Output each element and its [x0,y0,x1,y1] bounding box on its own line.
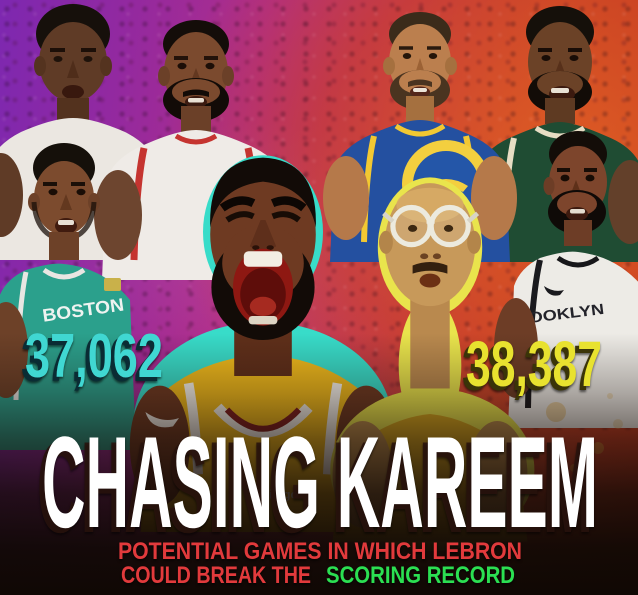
subtitle-line2-red: COULD BREAK THE [121,562,311,589]
lebron-points-shadow: 37,062 [21,326,159,395]
poster-title: CHASING KAREEM [42,409,598,555]
subtitle-line1: POTENTIAL GAMES IN WHICH LEBRON [118,538,522,565]
poster-title-shadow: CHASING KAREEM [37,414,593,560]
kareem-points-value: 38,387 [466,328,602,400]
subtitle-line2-green: SCORING RECORD [326,562,515,589]
kareem-points-shadow: 38,387 [462,332,598,404]
lebron-points-value: 37,062 [25,322,163,391]
